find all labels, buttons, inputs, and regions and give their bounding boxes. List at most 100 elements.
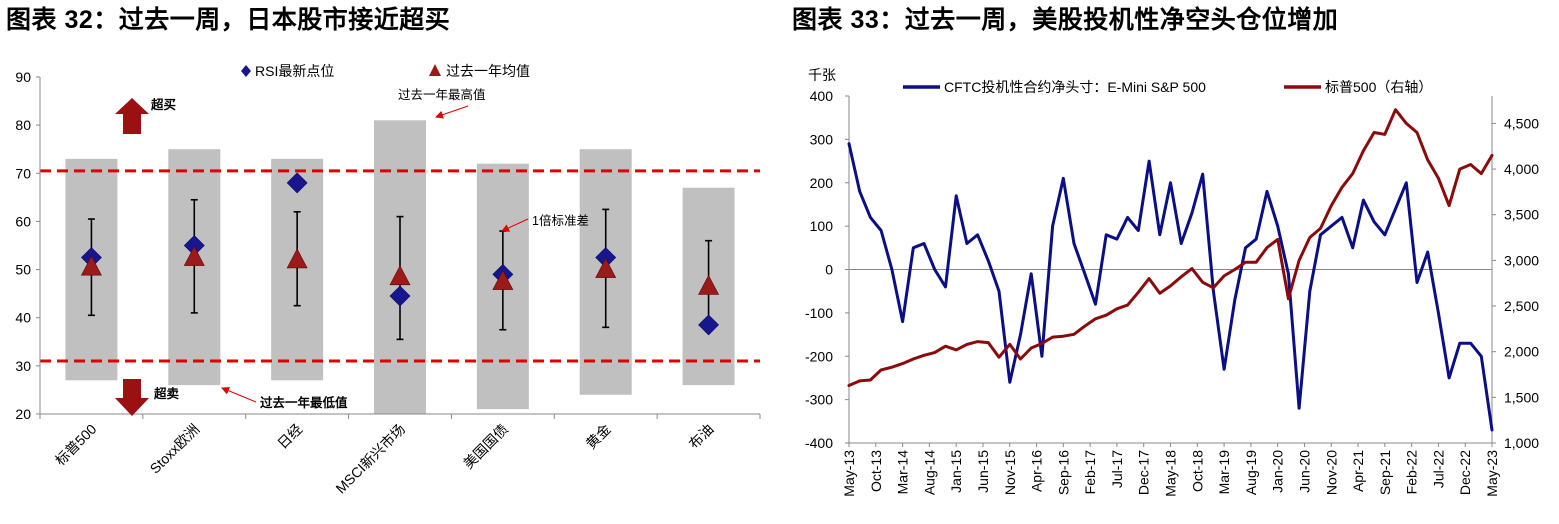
cftc-point	[847, 142, 851, 145]
sp500-point	[1062, 335, 1065, 338]
cftc-point	[933, 268, 936, 271]
x-tick-label: Jan-20	[1270, 450, 1286, 493]
cftc-point	[1362, 198, 1365, 202]
sp500-point	[1244, 261, 1247, 264]
sp500-point	[987, 341, 990, 344]
x-tick-label: Apr-21	[1350, 450, 1366, 492]
sp500-point	[922, 354, 926, 357]
sp500-point	[890, 366, 894, 369]
right-y-tick-label: 2,000	[1504, 344, 1539, 360]
cftc-point	[987, 259, 990, 262]
rsi-range-chart: 20 30 40 50 60 70 80 90 标普500 Stoxx欧洲 日经 MSCI新兴市场 美国…	[15, 63, 761, 497]
sp500-point	[912, 357, 915, 361]
right-y-tick-label: 4,500	[1504, 115, 1539, 131]
sp500-point	[1008, 343, 1011, 346]
sp500-point	[1180, 275, 1183, 278]
category-label: 日经	[274, 421, 305, 452]
cftc-point	[1372, 220, 1376, 223]
cftc-point	[1437, 311, 1440, 315]
sp500-point	[1051, 335, 1054, 339]
sp500-point	[1330, 204, 1333, 207]
sp500-point	[1469, 163, 1472, 166]
x-tick-label: May-23	[1484, 450, 1500, 497]
std-arrow	[501, 218, 529, 232]
cftc-point	[858, 190, 861, 193]
cftc-point	[976, 233, 979, 236]
cftc-point	[1180, 242, 1183, 245]
sp500-point	[1319, 227, 1322, 230]
cftc-point	[1190, 211, 1194, 215]
sp500-point	[1297, 259, 1301, 262]
y-tick-label: 90	[15, 69, 31, 85]
x-tick-label: Dec-22	[1457, 450, 1473, 495]
sp500-point	[1415, 131, 1419, 134]
year-high-arrow	[435, 105, 469, 119]
cftc-point	[1426, 250, 1429, 254]
cftc-point	[1147, 159, 1151, 163]
cftc-point	[1222, 368, 1226, 371]
category-label: 布油	[686, 421, 717, 452]
left-y-tick-label: 0	[825, 262, 833, 278]
sp500-point	[901, 362, 904, 365]
legend-cftc-label: CFTC投机性合约净头寸：E-Mini S&P 500	[944, 79, 1206, 95]
legend-avg-swatch	[429, 64, 441, 76]
right-y-tick-label: 1,500	[1504, 389, 1539, 405]
x-tick-label: Sep-21	[1377, 450, 1393, 495]
cftc-point	[1244, 246, 1247, 249]
sp500-point	[933, 351, 936, 354]
std-annotation: 1倍标准差	[532, 213, 589, 228]
right-y-tick-label: 1,000	[1504, 435, 1539, 451]
overbought-arrow-icon	[115, 98, 149, 134]
right-y-tick-label: 3,000	[1504, 252, 1539, 268]
sp500-point	[1372, 131, 1376, 134]
cftc-point	[1105, 233, 1108, 236]
cftc-point	[1469, 342, 1472, 345]
cftc-point	[1394, 207, 1397, 210]
avg-marker	[80, 255, 102, 276]
cftc-point	[1030, 272, 1033, 275]
category-label: 黄金	[583, 421, 614, 452]
sp500-point	[1190, 267, 1194, 270]
sp500-point	[955, 348, 958, 352]
category-label: MSCI新兴市场	[332, 421, 408, 497]
left-y-tick-label: 200	[810, 175, 834, 191]
cftc-point	[1158, 233, 1162, 236]
sp500-point	[997, 356, 1001, 359]
cftc-point	[1255, 237, 1258, 241]
sp500-point	[869, 378, 872, 382]
left-y-tick-label: -100	[805, 305, 833, 321]
y-tick-label: 50	[15, 262, 31, 278]
sp500-point	[1287, 297, 1290, 300]
sp500-point	[1447, 204, 1451, 207]
sp500-point	[879, 368, 883, 372]
sp500-point	[847, 384, 851, 387]
chart-title-left: 图表 32：过去一周，日本股市接近超买	[6, 6, 451, 34]
sp500-point	[1255, 261, 1258, 264]
left-unit-label: 千张	[808, 67, 836, 83]
sp500-point	[1201, 281, 1204, 284]
cftc-point	[1287, 272, 1290, 275]
sp500-point	[1458, 167, 1462, 171]
avg-marker	[595, 257, 617, 278]
sp500-point	[976, 340, 979, 343]
legend-sp500-label: 标普500（右轴）	[1325, 79, 1432, 95]
sp500-point	[1147, 277, 1151, 280]
x-tick-label: Feb-22	[1404, 450, 1420, 495]
sp500-point	[1115, 307, 1119, 310]
x-tick-label: Nov-20	[1323, 450, 1339, 495]
x-tick-label: Sep-16	[1055, 450, 1071, 495]
y-tick-label: 30	[15, 358, 31, 374]
left-y-tick-label: 100	[810, 218, 834, 234]
cftc-point	[1276, 224, 1279, 228]
legend-avg-label: 过去一年均值	[446, 63, 530, 79]
cftc-point	[1008, 381, 1011, 384]
avg-marker	[389, 265, 411, 286]
sp500-point	[965, 343, 969, 346]
sp500-point	[1126, 303, 1129, 307]
cftc-point	[1447, 376, 1451, 380]
x-tick-label: Dec-17	[1136, 450, 1152, 495]
y-tick-label: 60	[15, 213, 31, 229]
cftc-point	[1169, 181, 1172, 184]
cftc-point	[955, 194, 958, 197]
category-label: 标普500	[52, 421, 100, 469]
